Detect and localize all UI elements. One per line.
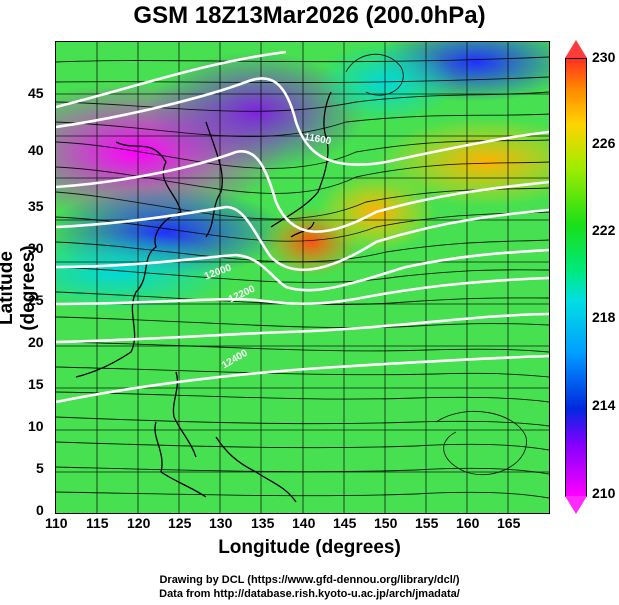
x-tick-label: 130 — [209, 515, 233, 531]
colorbar-label: 214 — [592, 397, 616, 413]
lat-lon-grid — [56, 42, 549, 513]
y-tick-label: 35 — [28, 198, 44, 214]
x-tick-label: 150 — [374, 515, 398, 531]
y-tick-label: 0 — [36, 502, 44, 518]
x-axis-title: Longitude (degrees) — [218, 537, 401, 558]
y-tick-label: 30 — [28, 240, 44, 256]
y-tick-label: 25 — [28, 292, 44, 308]
x-tick-label: 140 — [292, 515, 316, 531]
x-tick-label: 160 — [456, 515, 480, 531]
map-plot-area: 11600 12000 12200 12400 — [55, 41, 550, 514]
colorbar-label: 226 — [592, 135, 616, 151]
x-tick-label: 120 — [127, 515, 151, 531]
map-title: GSM 18Z13Mar2026 (200.0hPa) — [133, 2, 486, 29]
x-tick-label: 145 — [333, 515, 357, 531]
colorbar-label: 210 — [592, 485, 616, 501]
y-axis-title: Latitude (degrees) — [0, 245, 39, 331]
y-tick-label: 40 — [28, 142, 44, 158]
colorbar-min-arrow — [565, 496, 587, 514]
y-tick-label: 45 — [28, 85, 44, 101]
coastline — [75, 91, 332, 503]
credit-drawing: Drawing by DCL (https://www.gfd-dennou.o… — [159, 574, 460, 586]
colorbar-scale — [565, 58, 587, 497]
x-tick-label: 125 — [168, 515, 192, 531]
y-tick-label: 5 — [36, 460, 44, 476]
x-tick-label: 110 — [45, 515, 68, 531]
x-tick-label: 135 — [251, 515, 275, 531]
map-field — [56, 42, 549, 513]
colorbar-max-arrow — [565, 40, 587, 58]
colorbar-label: 222 — [592, 222, 616, 238]
x-tick-label: 165 — [497, 515, 521, 531]
x-tick-label: 155 — [415, 515, 439, 531]
colorbar-label: 230 — [592, 49, 616, 65]
y-tick-label: 10 — [28, 418, 44, 434]
colorbar-label: 218 — [592, 309, 616, 325]
y-tick-label: 20 — [28, 334, 44, 350]
credit-data-source: Data from http://database.rish.kyoto-u.a… — [159, 588, 460, 600]
streamlines — [56, 53, 549, 499]
height-contours — [56, 50, 549, 404]
y-tick-label: 15 — [28, 376, 44, 392]
x-tick-label: 115 — [86, 515, 109, 531]
